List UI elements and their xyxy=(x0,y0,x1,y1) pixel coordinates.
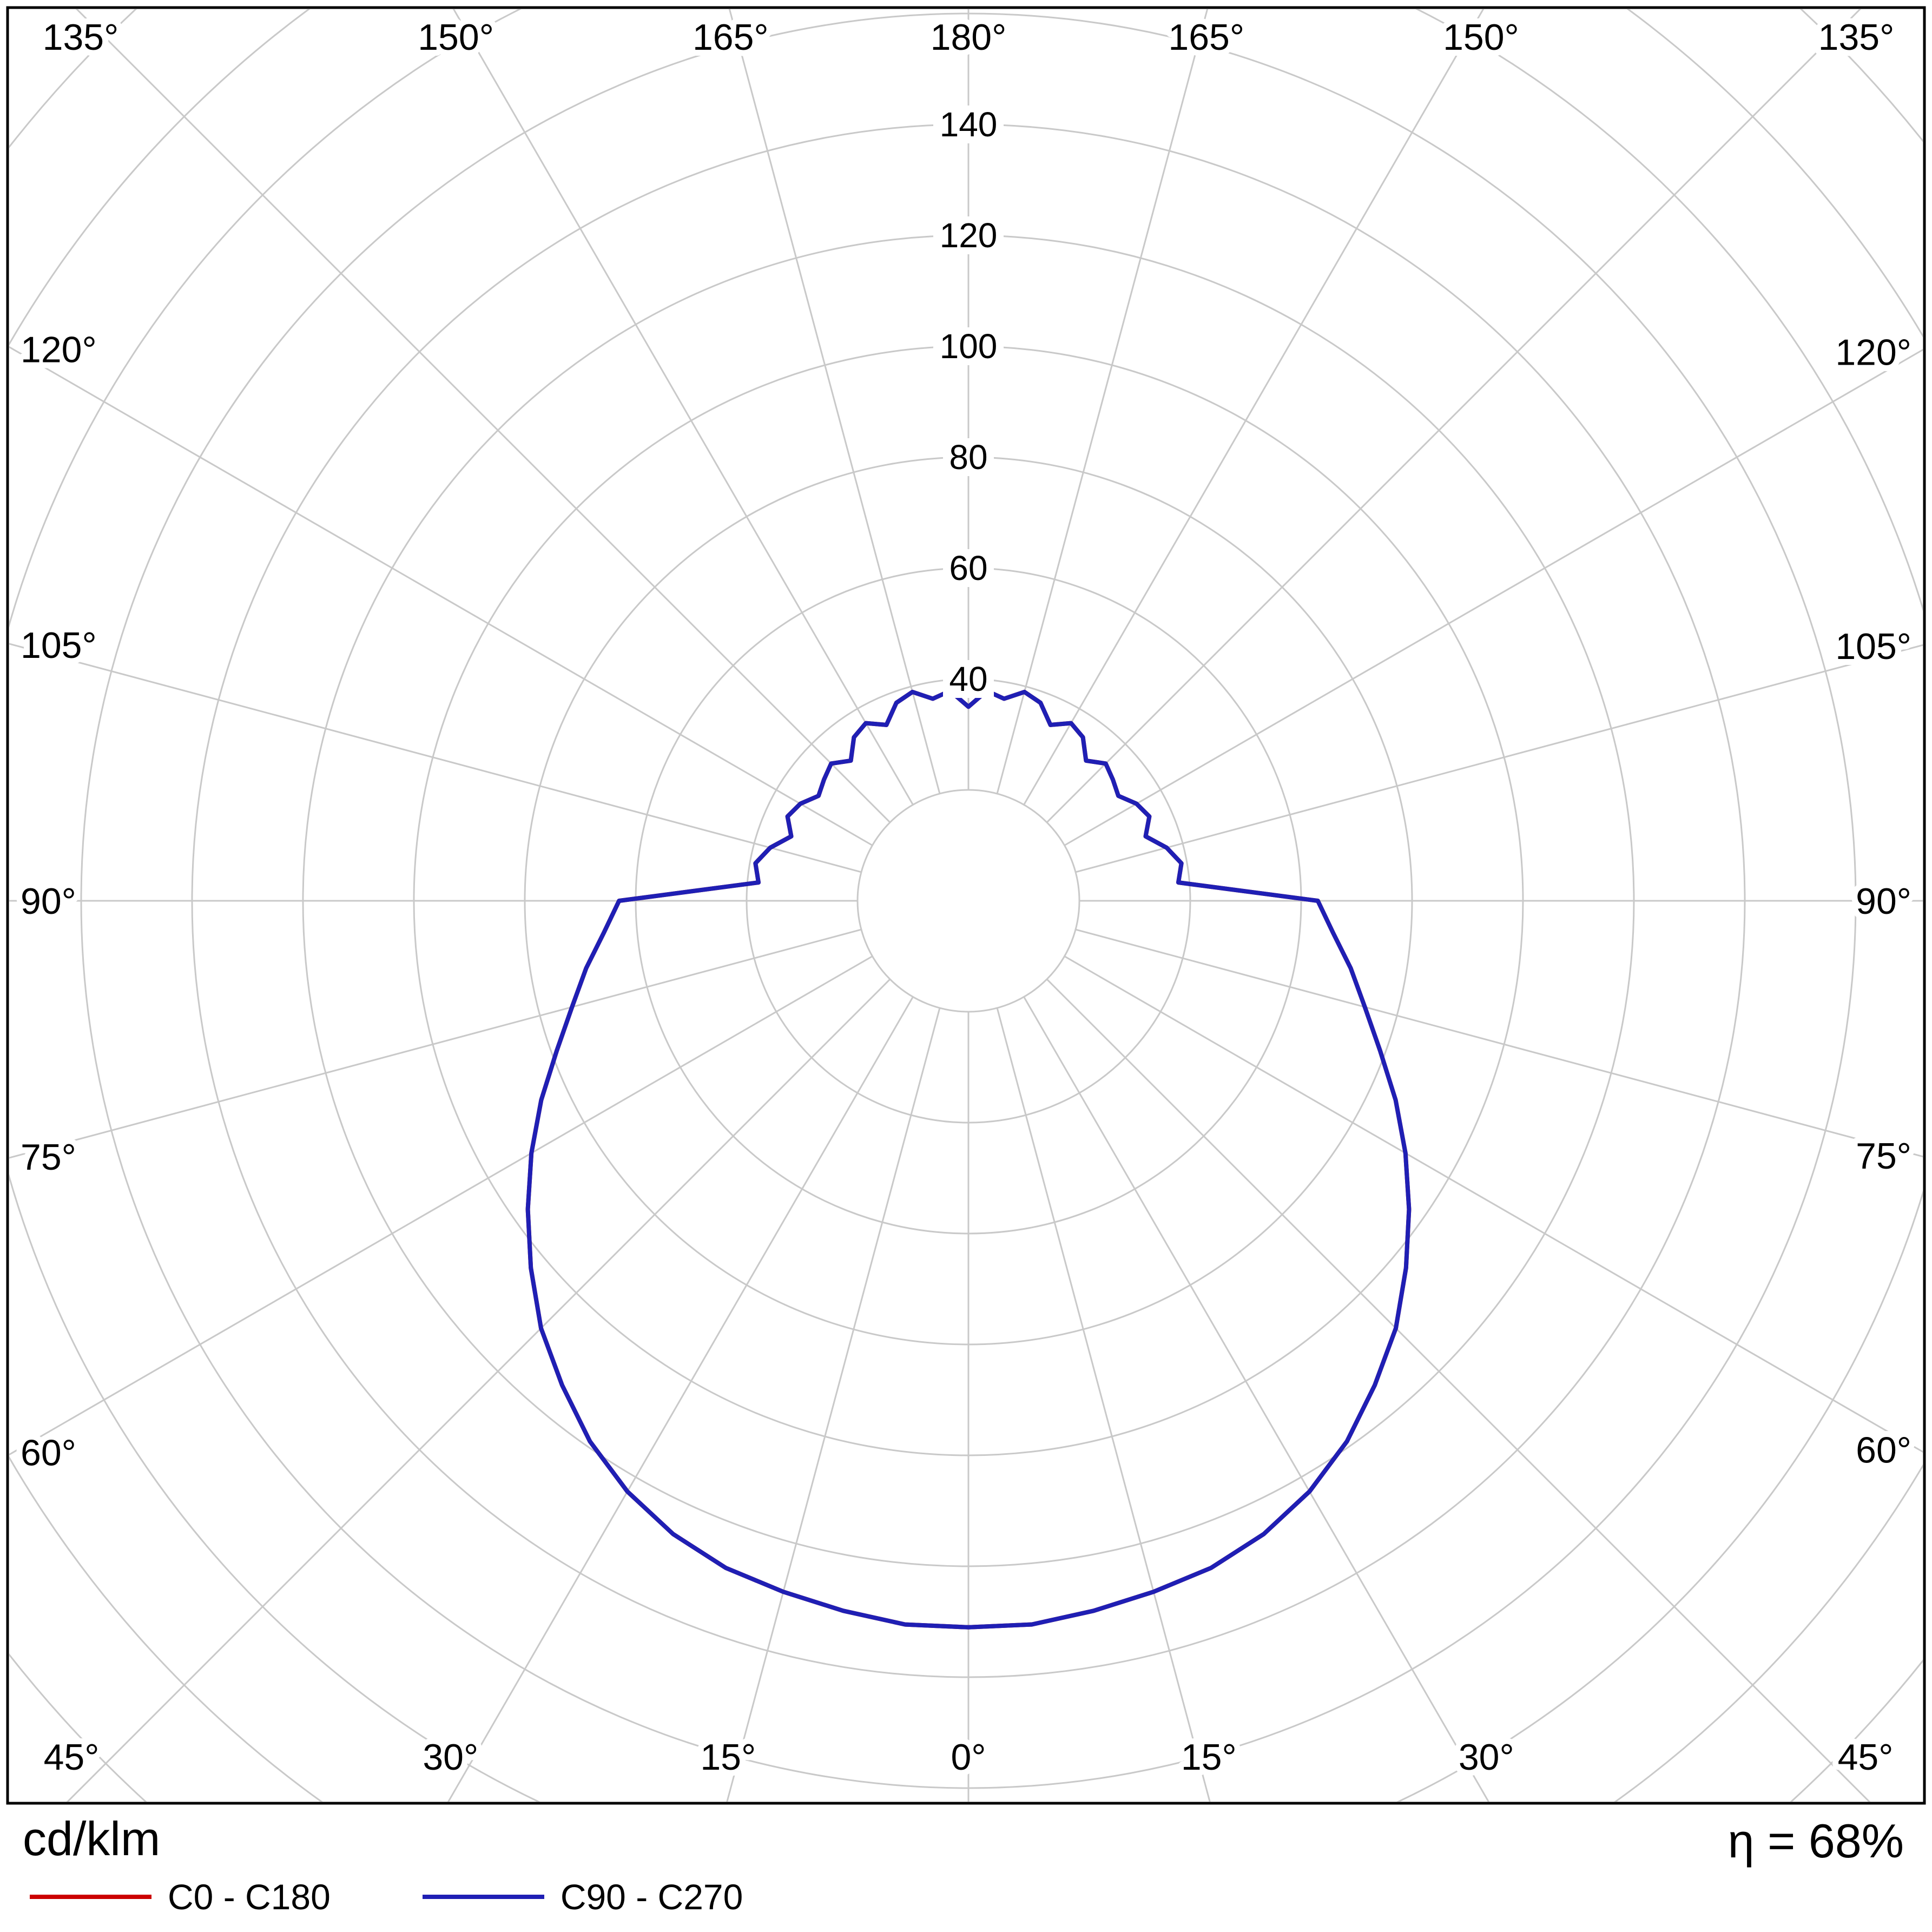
grid-spoke xyxy=(1075,644,1923,873)
angle-label-30: 30° xyxy=(423,1737,478,1778)
tick-label-mask xyxy=(943,438,994,476)
angle-label-15: 15° xyxy=(700,1737,756,1778)
angle-label-45: 45° xyxy=(1838,1737,1894,1778)
grid-spoke xyxy=(1075,928,1923,1158)
grid-spoke xyxy=(996,1007,1211,1802)
radial-tick-label: 100 xyxy=(940,327,998,366)
angle-label-105: 105° xyxy=(1835,626,1911,667)
tick-label-mask xyxy=(933,216,1004,254)
tick-label-mask xyxy=(943,660,994,698)
radial-tick-label: 140 xyxy=(940,105,998,144)
legend-item-c90-c270: C90 - C270 xyxy=(422,1876,743,1917)
grid-spoke xyxy=(452,9,914,806)
angle-label-45: 45° xyxy=(44,1737,100,1778)
grid-circle xyxy=(856,789,1080,1013)
radial-tick-label: 80 xyxy=(949,438,987,477)
c90-c270-line-swatch xyxy=(422,1895,544,1899)
angle-label-75: 75° xyxy=(1856,1136,1911,1177)
c90-c270-curve xyxy=(525,689,1412,1630)
tick-label-mask xyxy=(943,549,994,587)
grid-spoke xyxy=(9,955,873,1456)
units-label: cd/klm xyxy=(23,1812,161,1865)
grid-spoke xyxy=(728,9,941,794)
grid-spoke xyxy=(1023,996,1490,1802)
grid-spoke xyxy=(1046,978,1871,1802)
grid-spoke xyxy=(9,643,862,873)
angle-label-30: 30° xyxy=(1459,1737,1514,1778)
angle-label-75: 75° xyxy=(21,1137,76,1178)
grid-spoke xyxy=(726,1007,941,1802)
tick-label-mask xyxy=(933,105,1004,143)
legend: C0 - C180 C90 - C270 xyxy=(30,1876,743,1917)
grid-spoke xyxy=(9,928,862,1159)
angle-label-15: 15° xyxy=(1181,1737,1237,1778)
grid-spoke xyxy=(1064,955,1923,1453)
radial-tick-label: 120 xyxy=(940,216,998,255)
angle-label-60: 60° xyxy=(21,1433,76,1474)
angle-label-120: 120° xyxy=(1835,332,1911,373)
grid-spoke xyxy=(75,9,891,823)
grid-spoke xyxy=(1023,9,1485,806)
radial-tick-label: 40 xyxy=(949,660,987,698)
grid-spoke xyxy=(1046,9,1862,823)
radial-tick-label: 60 xyxy=(949,549,987,588)
angle-label-120: 120° xyxy=(21,329,97,370)
tick-label-mask xyxy=(933,327,1004,365)
angle-label-180: 180° xyxy=(931,17,1007,58)
grid-spoke xyxy=(9,346,873,846)
angle-label-90: 90° xyxy=(21,881,76,922)
legend-item-c0-c180: C0 - C180 xyxy=(30,1876,331,1917)
angle-label-150: 150° xyxy=(418,17,494,58)
angle-label-135: 135° xyxy=(1818,17,1895,58)
angle-label-60: 60° xyxy=(1856,1429,1911,1471)
angle-label-165: 165° xyxy=(693,17,769,58)
legend-label-c90-c270: C90 - C270 xyxy=(560,1877,743,1917)
grid-spoke xyxy=(1064,348,1923,846)
grid-spoke xyxy=(996,9,1209,794)
grid-spoke xyxy=(66,978,891,1802)
angle-label-90: 90° xyxy=(1856,881,1911,922)
angle-label-105: 105° xyxy=(21,625,97,666)
c0-c180-line-swatch xyxy=(30,1895,151,1899)
plot-border xyxy=(6,6,1926,1805)
legend-label-c0-c180: C0 - C180 xyxy=(168,1877,331,1917)
angle-label-150: 150° xyxy=(1443,17,1519,58)
grid-spoke xyxy=(447,996,914,1802)
efficiency-label: η = 68% xyxy=(1727,1814,1904,1868)
angle-label-135: 135° xyxy=(43,17,119,58)
angle-label-0: 0° xyxy=(951,1737,986,1778)
angle-label-165: 165° xyxy=(1168,17,1244,58)
